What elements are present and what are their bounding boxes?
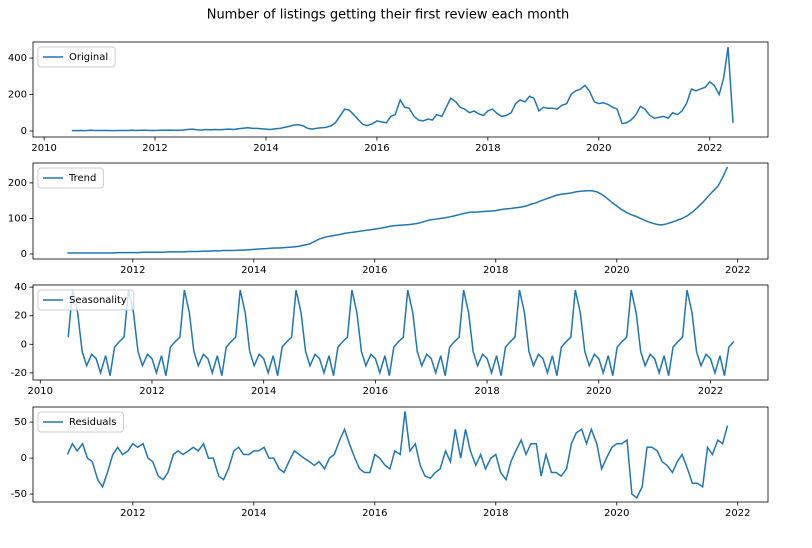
x-tick-label: 2012 [139, 386, 164, 397]
x-tick-label: 2016 [363, 386, 388, 397]
axes-frame [32, 284, 769, 381]
x-tick-label: 2020 [604, 265, 629, 276]
y-tick-label: 0 [21, 339, 27, 350]
x-tick-label: 2020 [586, 386, 611, 397]
x-tick-label: 2022 [725, 265, 750, 276]
x-tick-label: 2018 [483, 508, 508, 519]
x-tick-label: 2022 [697, 143, 722, 154]
x-tick-label: 2018 [474, 386, 499, 397]
x-tick-label: 2010 [28, 386, 53, 397]
y-tick-label: 0 [21, 453, 27, 464]
y-tick-label: 0 [21, 249, 27, 260]
series-line [67, 166, 729, 254]
legend-label: Trend [68, 173, 96, 184]
legend: Trend [37, 167, 104, 189]
series-line [66, 411, 729, 499]
legend-label: Residuals [69, 417, 116, 428]
x-tick-label: 2012 [120, 508, 145, 519]
y-tick-label: 400 [8, 53, 27, 64]
y-tick-label: 20 [14, 311, 27, 322]
plot-area [66, 411, 729, 499]
axes-frame [32, 41, 769, 138]
x-tick-label: 2016 [364, 143, 389, 154]
plot-area [71, 47, 734, 132]
y-tick-label: 200 [8, 90, 27, 101]
x-tick-label: 2020 [586, 143, 611, 154]
x-tick-label: 2018 [483, 265, 508, 276]
x-tick-label: 2014 [241, 265, 266, 276]
legend-label: Seasonality [69, 295, 127, 306]
x-tick-label: 2018 [475, 143, 500, 154]
y-tick-label: -20 [11, 368, 27, 379]
x-tick-label: 2010 [31, 143, 56, 154]
y-tick-label: 100 [8, 213, 27, 224]
y-tick-label: 40 [14, 282, 27, 293]
plot-area [67, 166, 729, 254]
y-tick-label: 50 [14, 417, 27, 428]
legend-label: Original [69, 52, 108, 63]
y-tick-label: 0 [21, 126, 27, 137]
legend: Seasonality [37, 289, 135, 311]
x-tick-label: 2012 [142, 143, 167, 154]
x-tick-label: 2014 [241, 508, 266, 519]
plot-area [67, 289, 735, 376]
x-tick-label: 2022 [698, 386, 723, 397]
legend-box [37, 289, 135, 311]
axes-frame [32, 162, 769, 260]
x-tick-label: 2014 [251, 386, 276, 397]
legend-box [37, 411, 124, 433]
figure-title: Number of listings getting their first r… [207, 8, 570, 23]
series-line [71, 47, 734, 132]
axes-frame [32, 406, 769, 503]
legend-box [37, 46, 116, 68]
x-tick-label: 2014 [253, 143, 278, 154]
y-tick-label: -50 [11, 489, 27, 500]
y-tick-label: 200 [8, 178, 27, 189]
x-tick-label: 2020 [604, 508, 629, 519]
series-line [67, 289, 735, 376]
legend: Original [37, 46, 116, 68]
x-tick-label: 2012 [120, 265, 145, 276]
x-tick-label: 2022 [725, 508, 750, 519]
x-tick-label: 2016 [362, 265, 387, 276]
x-tick-label: 2016 [362, 508, 387, 519]
legend-box [37, 167, 104, 189]
legend: Residuals [37, 411, 124, 433]
